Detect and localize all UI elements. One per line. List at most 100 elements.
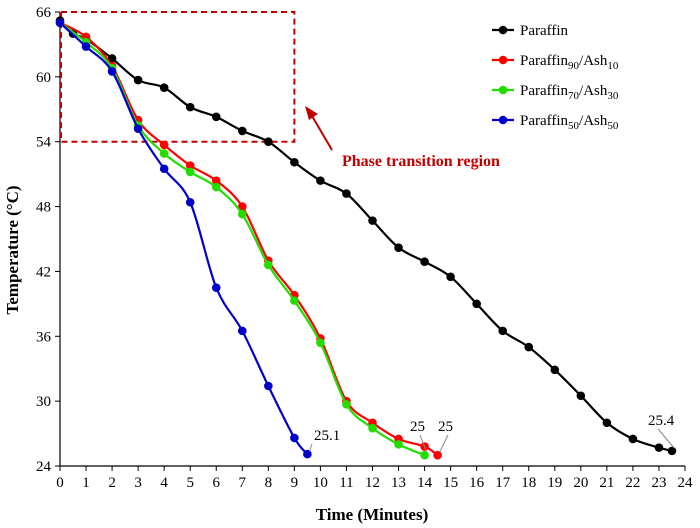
x-tick-label: 24: [678, 475, 694, 491]
data-point-paraffin50-ash50: [303, 449, 312, 459]
data-point-paraffin70-ash30: [290, 296, 299, 305]
data-point-paraffin: [185, 102, 195, 112]
data-point-paraffin70-ash30: [211, 182, 221, 192]
data-point-paraffin: [394, 243, 403, 252]
y-tick-label: 48: [36, 200, 51, 216]
y-tick-label: 24: [36, 459, 52, 475]
x-tick-label: 18: [521, 475, 536, 491]
phase-transition-arrow-head: [305, 106, 318, 120]
phase-transition-region-box: [60, 11, 296, 143]
data-point-paraffin50-ash50: [55, 18, 65, 28]
y-tick-label: 60: [36, 70, 51, 86]
x-tick-label: 2: [108, 475, 116, 491]
data-point-paraffin: [107, 54, 117, 63]
data-point-paraffin70-ash30: [368, 423, 377, 433]
legend-marker-paraffin50-ash50: [498, 115, 508, 125]
data-point-paraffin70-ash30: [159, 149, 169, 158]
data-point-paraffin50-ash50: [107, 67, 117, 76]
data-point-paraffin: [446, 272, 455, 282]
y-tick-label: 36: [36, 329, 52, 345]
x-axis-title: Time (Minutes): [316, 505, 429, 524]
x-tick-label: 4: [160, 475, 168, 491]
end-label-leader-paraffin: [657, 428, 675, 449]
x-tick-label: 11: [339, 475, 353, 491]
x-tick-label: 1: [82, 475, 90, 491]
y-tick-label: 42: [36, 264, 51, 280]
data-point-paraffin70-ash30: [342, 400, 351, 409]
legend-marker-paraffin: [498, 25, 508, 35]
y-tick-label: 66: [36, 5, 52, 21]
y-tick-label: 30: [36, 394, 51, 410]
data-point-paraffin50-ash50: [290, 433, 299, 443]
data-point-paraffin: [237, 126, 247, 136]
data-point-paraffin70-ash30: [237, 209, 247, 219]
data-point-paraffin90-ash10: [159, 140, 169, 150]
x-tick-label: 7: [239, 475, 247, 491]
x-tick-label: 22: [625, 475, 640, 491]
data-point-paraffin50-ash50: [237, 326, 247, 336]
end-label-paraffin: 25.4: [648, 413, 675, 429]
x-tick-label: 17: [495, 475, 511, 491]
legend-marker-paraffin70-ash30: [498, 85, 508, 95]
data-point-paraffin: [667, 446, 677, 456]
legend-marker-paraffin90-ash10: [498, 55, 508, 65]
x-tick-label: 13: [391, 475, 406, 491]
x-tick-label: 21: [599, 475, 614, 491]
x-tick-label: 8: [265, 475, 273, 491]
x-tick-label: 12: [365, 475, 380, 491]
data-point-paraffin90-ash10: [433, 450, 442, 460]
data-point-paraffin50-ash50: [264, 381, 273, 391]
data-point-paraffin: [498, 326, 508, 336]
y-axis-title: Temperature (°C): [3, 185, 22, 314]
data-point-paraffin70-ash30: [264, 260, 273, 270]
data-point-paraffin: [602, 418, 612, 428]
data-point-paraffin: [654, 443, 664, 452]
legend-label-paraffin70-ash30: Paraffin70/Ash30: [520, 83, 619, 102]
data-point-paraffin: [316, 176, 325, 185]
data-point-paraffin70-ash30: [316, 338, 325, 348]
legend-label-paraffin90-ash10: Paraffin90/Ash10: [520, 53, 619, 72]
data-point-paraffin: [133, 75, 143, 85]
series-line-paraffin90-ash10: [59, 21, 439, 457]
x-tick-label: 0: [56, 475, 64, 491]
x-tick-label: 3: [134, 475, 142, 491]
data-point-paraffin: [472, 299, 481, 309]
end-label-leader-paraffin50-ash50: [308, 443, 313, 452]
data-point-paraffin90-ash10: [211, 176, 221, 185]
data-point-paraffin50-ash50: [185, 197, 195, 207]
data-point-paraffin90-ash10: [185, 161, 195, 170]
data-point-paraffin: [290, 157, 299, 167]
x-tick-label: 23: [651, 475, 666, 491]
data-point-paraffin: [628, 434, 638, 444]
x-tick-label: 15: [443, 475, 458, 491]
end-label-paraffin90-ash10: 25: [438, 419, 453, 435]
data-point-paraffin: [550, 365, 560, 375]
legend-label-paraffin: Paraffin: [520, 23, 569, 39]
data-point-paraffin90-ash10: [237, 202, 247, 211]
y-tick-label: 54: [36, 135, 52, 151]
data-point-paraffin: [524, 342, 534, 352]
data-point-paraffin: [420, 257, 429, 267]
data-point-paraffin70-ash30: [185, 167, 195, 177]
series-line-paraffin70-ash30: [59, 21, 426, 457]
x-tick-label: 16: [469, 475, 485, 491]
end-label-paraffin50-ash50: 25.1: [314, 428, 340, 444]
data-point-paraffin: [368, 216, 377, 225]
data-point-paraffin50-ash50: [81, 42, 91, 51]
end-label-leader-paraffin90-ash10: [439, 434, 449, 453]
data-point-paraffin: [159, 83, 169, 92]
data-point-paraffin50-ash50: [159, 164, 169, 174]
x-tick-label: 5: [186, 475, 194, 491]
data-point-paraffin: [211, 112, 221, 122]
end-label-leader-paraffin70-ash30: [419, 434, 428, 453]
data-point-paraffin: [264, 137, 273, 147]
data-point-paraffin50-ash50: [133, 124, 143, 134]
phase-transition-label: Phase transition region: [342, 153, 500, 170]
end-label-paraffin70-ash30: 25: [410, 419, 425, 435]
phase-transition-arrow-shaft: [311, 115, 333, 151]
x-tick-label: 14: [417, 475, 433, 491]
x-tick-label: 6: [213, 475, 221, 491]
data-point-paraffin70-ash30: [420, 450, 429, 460]
